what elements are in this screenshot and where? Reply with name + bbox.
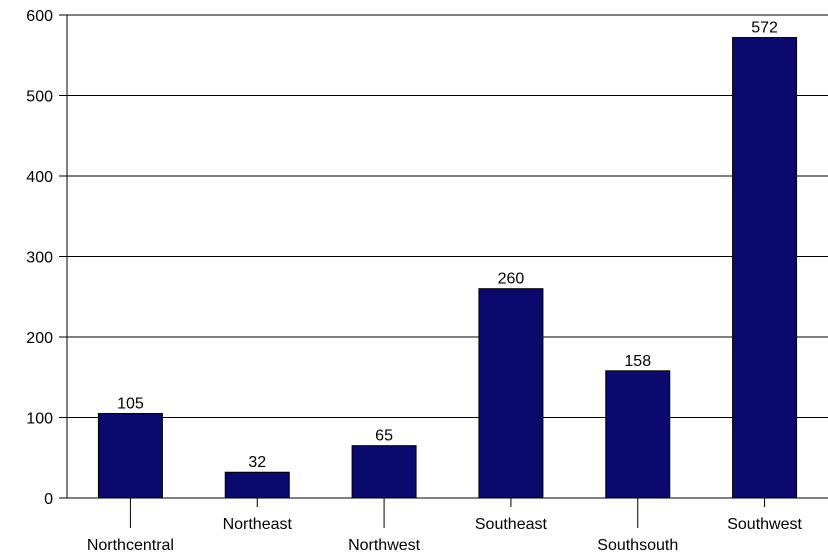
y-tick-label: 500 bbox=[26, 89, 53, 106]
data-label: 105 bbox=[117, 395, 144, 412]
bar-northwest bbox=[351, 445, 417, 499]
x-tick-label: Southsouth bbox=[597, 537, 678, 554]
y-tick-label: 400 bbox=[26, 169, 53, 186]
bar-southwest bbox=[732, 37, 798, 499]
data-label: 32 bbox=[248, 454, 266, 471]
x-axis-ticks: Northcentral Northeast Northwest Southeast S… bbox=[87, 498, 802, 554]
x-tick-label: Southwest bbox=[727, 516, 802, 533]
bar-northeast bbox=[224, 471, 290, 499]
data-label: 158 bbox=[624, 353, 651, 370]
y-axis-ticks: 0 100 200 300 400 500 600 bbox=[26, 8, 67, 508]
bars: 105 32 65 260 158 572 bbox=[97, 20, 798, 499]
bar-southeast bbox=[478, 288, 544, 499]
y-tick-label: 200 bbox=[26, 330, 53, 347]
y-tick-label: 300 bbox=[26, 250, 53, 267]
data-label: 260 bbox=[498, 271, 525, 288]
y-tick-label: 100 bbox=[26, 411, 53, 428]
y-tick-label: 0 bbox=[44, 491, 53, 508]
data-label: 65 bbox=[375, 428, 393, 445]
bar-northcentral bbox=[97, 412, 163, 499]
x-tick-label: Northeast bbox=[223, 516, 293, 533]
bar-southsouth bbox=[605, 370, 671, 499]
y-tick-label: 600 bbox=[26, 8, 53, 25]
x-tick-label: Southeast bbox=[475, 516, 548, 533]
gridlines bbox=[67, 14, 828, 418]
x-tick-label: Northcentral bbox=[87, 537, 174, 554]
data-label: 572 bbox=[751, 20, 778, 37]
x-tick-label: Northwest bbox=[348, 537, 421, 554]
